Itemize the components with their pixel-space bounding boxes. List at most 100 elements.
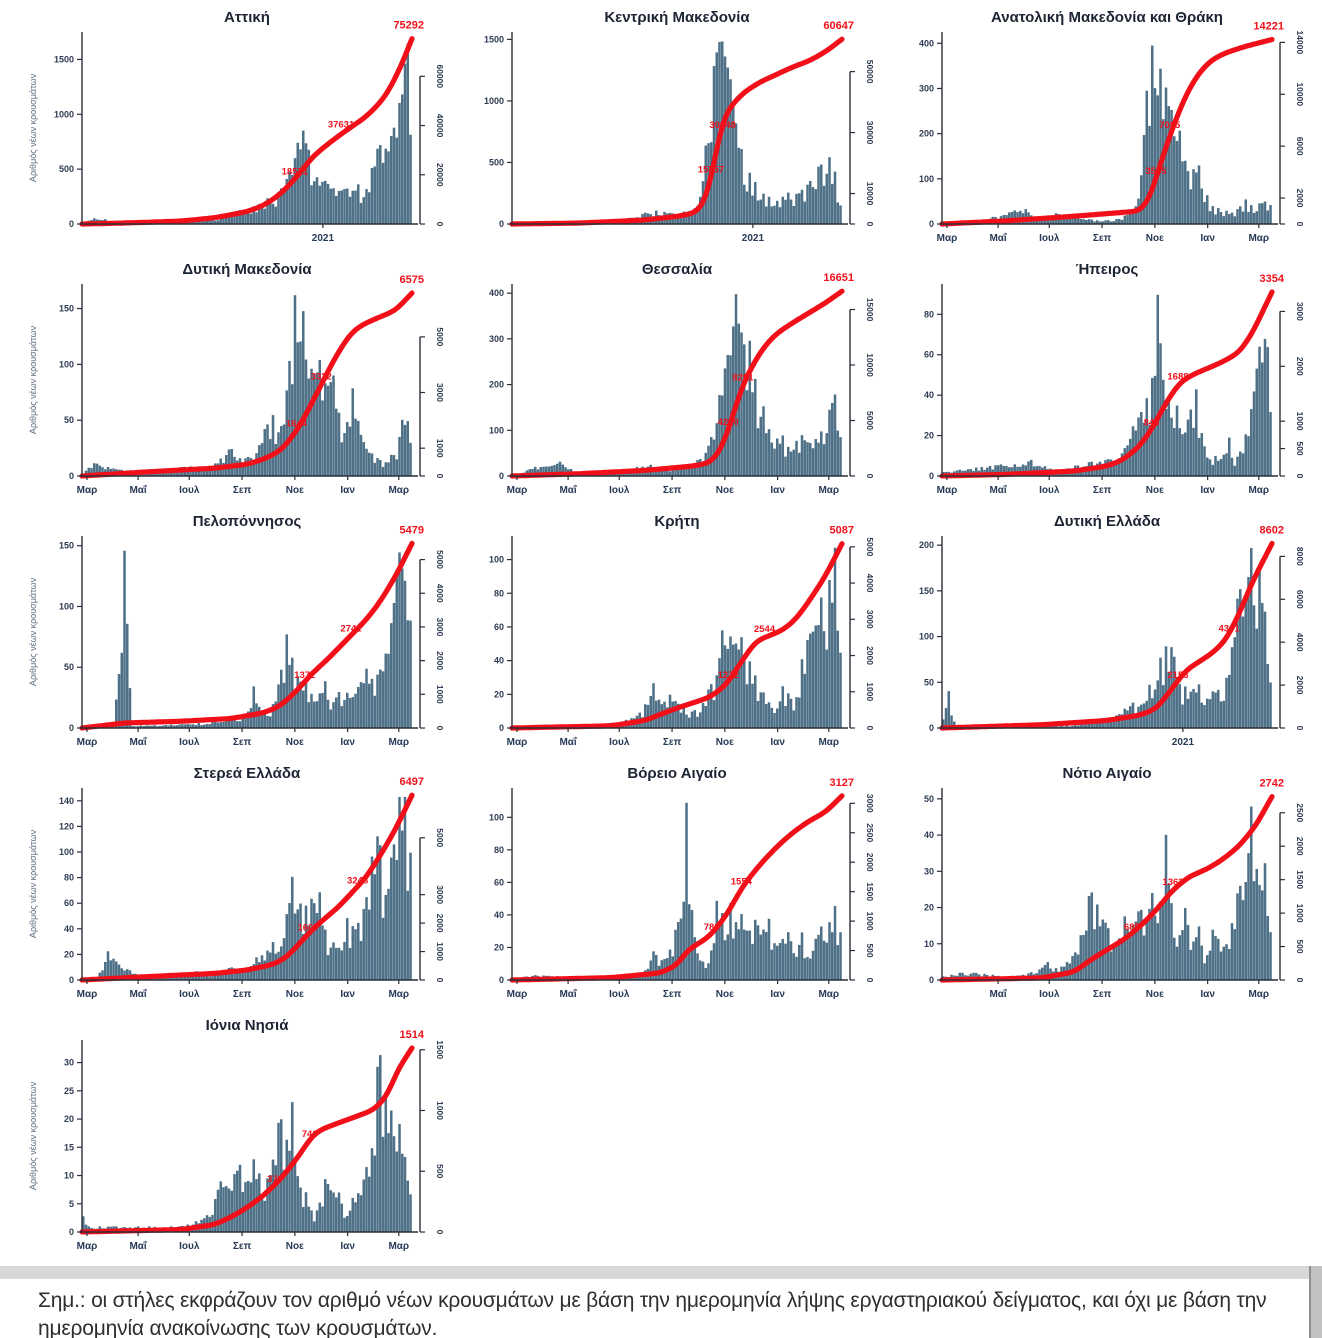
bar (164, 976, 168, 980)
x-axis-tick: Μαρ (507, 485, 528, 496)
bar (315, 913, 319, 980)
bar (310, 185, 313, 224)
bar (131, 726, 135, 728)
annotation-label-1: 846 (1144, 418, 1160, 429)
bar (318, 359, 322, 476)
bar (222, 1187, 225, 1232)
bar (1115, 943, 1118, 980)
bar (1074, 215, 1077, 224)
right-axis-tick: 50000 (865, 60, 875, 84)
chart-cell-10: Στερεά Ελλάδα 1607 3248 6497 0 20 40 60 80 100 120… (24, 762, 454, 1014)
chart-svg: Θεσσαλία42208251166510100200300400050001… (489, 261, 875, 496)
bar (208, 220, 212, 224)
bar (649, 960, 653, 980)
bar (806, 639, 809, 728)
bar (392, 1136, 396, 1232)
bar (1261, 362, 1264, 476)
bar (263, 208, 267, 224)
final-total-label: 2742 (1260, 778, 1284, 790)
bar (833, 905, 837, 980)
x-axis-tick: Μαρ (388, 989, 409, 1000)
bar (1126, 214, 1129, 224)
bar (1244, 882, 1248, 980)
bar (836, 202, 840, 224)
bar (376, 674, 379, 728)
bar (635, 976, 639, 980)
bar (652, 951, 655, 980)
bar (740, 332, 743, 476)
bar (1043, 726, 1047, 728)
right-axis-tick: 10000 (865, 182, 875, 206)
x-axis-tick: Σεπ (233, 485, 252, 496)
bar (348, 196, 352, 224)
bar (1173, 427, 1176, 476)
bar (1123, 215, 1127, 224)
annotation-label-2: 37631 (328, 119, 355, 130)
bar (307, 925, 311, 980)
bar (679, 214, 683, 224)
bar (203, 468, 206, 476)
bar (831, 932, 834, 980)
bar (1054, 725, 1058, 728)
bar (1129, 935, 1132, 980)
left-axis-tick: 40 (494, 656, 504, 666)
bar (677, 216, 680, 224)
bar (1192, 427, 1195, 476)
bar (1195, 389, 1198, 476)
bar (539, 467, 543, 476)
right-axis-tick: 5000 (435, 327, 445, 346)
right-axis-tick: 2500 (865, 823, 875, 842)
bar (800, 659, 804, 728)
x-axis-tick: Μαΐ (989, 232, 1007, 244)
bar (1266, 663, 1270, 728)
bar (767, 429, 771, 476)
bar (1049, 726, 1052, 728)
bar (401, 94, 404, 225)
bar (216, 1189, 220, 1232)
bar (677, 466, 680, 476)
bar (1203, 963, 1206, 980)
final-total-label: 8602 (1260, 524, 1284, 536)
bar (1178, 684, 1182, 728)
annotation-label-1: 1644 (286, 418, 308, 429)
bar (233, 212, 236, 224)
bar (961, 972, 964, 980)
bar (718, 395, 721, 476)
bar (313, 1221, 316, 1232)
right-axis-tick: 2000 (1295, 676, 1305, 695)
bar (357, 686, 360, 728)
bar (346, 1216, 349, 1232)
bar (558, 461, 562, 476)
bar (225, 1186, 228, 1232)
bar (1079, 219, 1083, 224)
bar (362, 683, 366, 728)
bar (365, 448, 368, 476)
bar (249, 966, 253, 980)
bar (1041, 218, 1044, 224)
bar (1162, 379, 1165, 476)
bar (693, 462, 697, 476)
x-axis-tick: Μαΐ (129, 988, 147, 1000)
bar (624, 472, 628, 476)
bar (1173, 656, 1176, 728)
bar (255, 212, 258, 224)
right-axis-tick: 5000 (435, 828, 445, 847)
bar (776, 708, 779, 728)
bar (324, 1179, 327, 1232)
right-axis-tick: 3000 (865, 610, 875, 629)
bar (238, 209, 242, 224)
bar (1222, 700, 1226, 728)
bar (776, 945, 779, 980)
bar (362, 442, 366, 476)
bar (98, 972, 102, 980)
bar (833, 394, 837, 476)
bar (216, 974, 220, 980)
bar (1225, 210, 1228, 224)
bar (825, 173, 829, 224)
scrollbar-strip[interactable] (1309, 1266, 1322, 1338)
bar (324, 929, 327, 980)
bar (1244, 597, 1248, 728)
chart-svg: Στερεά Ελλάδα 1607 3248 6497 0 20 40 60 80 100 120… (28, 765, 445, 1000)
y-axis-label: Αριθμός νέων κρουσμάτων (28, 829, 38, 938)
x-axis-tick: Ιουλ (1039, 485, 1060, 496)
